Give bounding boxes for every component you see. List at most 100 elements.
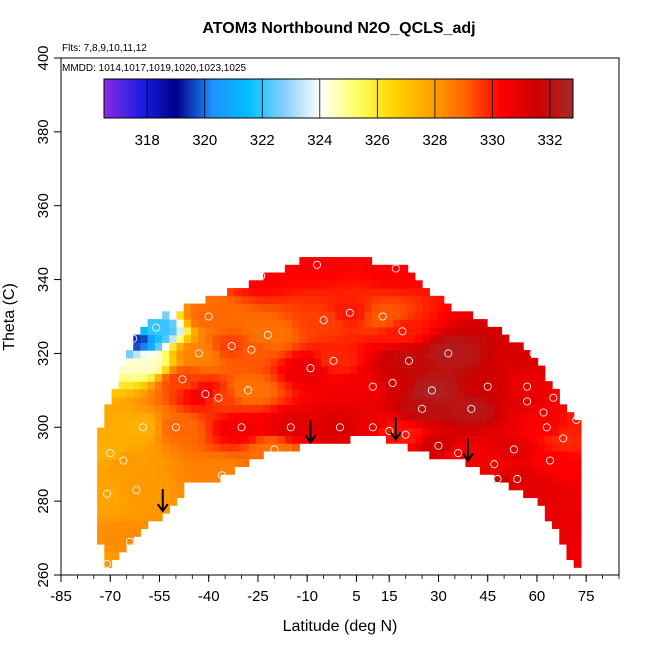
heatmap-cell	[118, 381, 127, 390]
heatmap-cell	[479, 450, 488, 460]
heatmap-cell	[407, 288, 416, 297]
x-tick-label: -25	[247, 588, 269, 605]
heatmap-cell	[364, 396, 373, 405]
x-tick-label: -10	[296, 588, 318, 605]
heatmap-cell	[169, 350, 178, 359]
heatmap-cell	[328, 303, 336, 312]
heatmap-cell	[111, 481, 120, 491]
heatmap-cell	[212, 303, 221, 312]
heatmap-cell	[169, 357, 178, 367]
heatmap-cell	[154, 350, 163, 359]
heatmap-cell	[176, 365, 185, 374]
heatmap-cell	[371, 404, 380, 413]
heatmap-cell	[190, 303, 199, 312]
heatmap-cell	[162, 373, 170, 382]
heatmap-cell	[357, 381, 365, 390]
chart-subtitle-dates: MMDD: 1014,1017,1019,1020,1023,1025	[62, 63, 246, 74]
heatmap-cell	[234, 365, 243, 374]
heatmap-cell	[537, 458, 546, 468]
heatmap-cell	[198, 303, 207, 312]
heatmap-cell	[104, 512, 113, 522]
heatmap-cell	[212, 419, 221, 429]
heatmap-cell	[147, 381, 156, 390]
heatmap-cell	[176, 342, 185, 351]
heatmap-cell	[169, 443, 178, 452]
heatmap-cell	[566, 536, 575, 545]
heatmap-cell	[154, 474, 163, 483]
heatmap-cell	[263, 443, 272, 452]
heatmap-cell	[501, 419, 510, 429]
heatmap-cell	[162, 489, 170, 499]
heatmap-cell	[97, 528, 105, 537]
heatmap-cell	[154, 419, 163, 429]
heatmap-cell	[320, 334, 329, 343]
heatmap-cell	[212, 412, 221, 421]
heatmap-cell	[443, 334, 452, 343]
heatmap-cell	[523, 396, 531, 405]
heatmap-cell	[125, 350, 134, 359]
heatmap-cell	[342, 365, 351, 374]
heatmap-cell	[385, 404, 394, 413]
sample-point	[378, 312, 387, 321]
y-tick-label: 380	[35, 119, 52, 144]
heatmap-cell	[342, 303, 351, 312]
heatmap-cell	[176, 474, 185, 483]
heatmap-cell	[154, 365, 163, 374]
heatmap-cell	[270, 311, 279, 320]
heatmap-cell	[320, 357, 329, 367]
sample-point	[418, 404, 427, 413]
heatmap-cell	[364, 319, 373, 328]
heatmap-cell	[270, 443, 279, 452]
heatmap-cell	[573, 474, 582, 483]
heatmap-cell	[111, 489, 120, 499]
heatmap-cell	[335, 381, 344, 390]
heatmap-cell	[255, 288, 264, 297]
heatmap-cell	[443, 404, 452, 413]
heatmap-cell	[450, 443, 459, 452]
heatmap-cell	[537, 381, 546, 390]
heatmap-cell	[169, 489, 178, 499]
heatmap-cell	[140, 350, 149, 359]
heatmap-cell	[552, 404, 560, 413]
heatmap-cell	[255, 295, 264, 305]
heatmap-cell	[190, 319, 199, 328]
heatmap-cell	[458, 350, 466, 359]
heatmap-cell	[530, 427, 539, 437]
heatmap-cell	[227, 334, 235, 343]
heatmap-cell	[306, 257, 315, 266]
heatmap-cell	[241, 404, 250, 413]
heatmap-cell	[190, 350, 199, 359]
heatmap-cell	[537, 497, 546, 506]
heatmap-cell	[393, 311, 401, 320]
heatmap-cell	[573, 450, 582, 460]
heatmap-cell	[537, 419, 546, 429]
heatmap-cell	[154, 489, 163, 499]
heatmap-cell	[183, 427, 192, 437]
heatmap-cell	[111, 396, 120, 405]
heatmap-cell	[133, 505, 142, 514]
heatmap-cell	[443, 435, 452, 444]
heatmap-cell	[508, 388, 517, 398]
heatmap-cell	[357, 280, 365, 289]
heatmap-cell	[342, 350, 351, 359]
heatmap-cell	[494, 373, 503, 382]
heatmap-cell	[234, 357, 243, 367]
heatmap-cell	[422, 295, 430, 305]
sample-point	[142, 360, 151, 369]
heatmap-cell	[162, 350, 170, 359]
heatmap-cell	[566, 481, 575, 491]
heatmap-cell	[162, 419, 170, 429]
heatmap-cell	[154, 373, 163, 382]
sample-point	[178, 375, 187, 384]
heatmap-cell	[494, 334, 503, 343]
heatmap-cell	[277, 381, 286, 390]
heatmap-cell	[378, 319, 387, 328]
heatmap-cell	[422, 435, 430, 444]
heatmap-cell	[357, 257, 365, 266]
heatmap-cell	[313, 435, 322, 444]
heatmap-cell	[566, 505, 575, 514]
heatmap-cell	[429, 295, 438, 305]
heatmap-cell	[559, 450, 568, 460]
heatmap-cell	[414, 443, 423, 452]
sample-point	[404, 356, 413, 365]
